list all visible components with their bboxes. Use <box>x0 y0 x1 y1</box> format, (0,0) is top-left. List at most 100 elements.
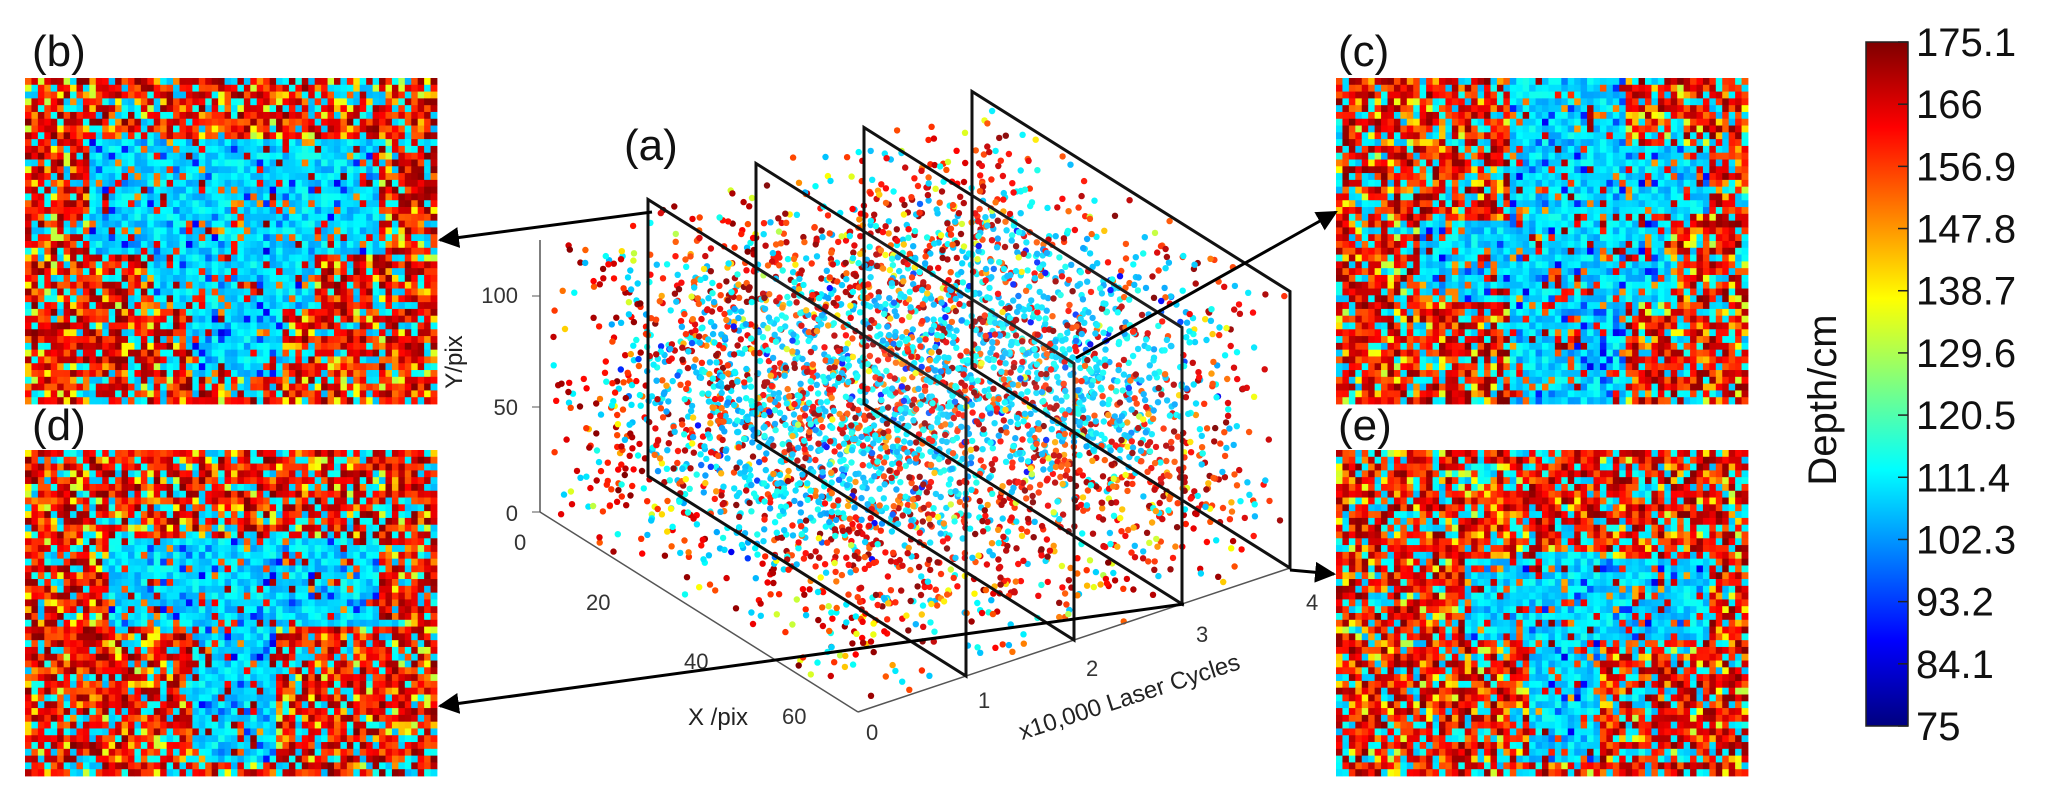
heatmap-cell <box>430 349 438 357</box>
heatmap-cell <box>1516 186 1524 194</box>
heatmap-cell <box>1471 152 1479 160</box>
heatmap-cell <box>134 173 142 181</box>
heatmap-cell <box>1361 84 1369 92</box>
heatmap-cell <box>1587 152 1594 160</box>
heatmap-cell <box>211 207 219 215</box>
heatmap-cell <box>134 268 142 276</box>
heatmap-cell <box>134 356 142 364</box>
heatmap-cell <box>70 295 77 303</box>
heatmap-cell <box>1677 91 1685 99</box>
heatmap-cell <box>1561 247 1569 255</box>
heatmap-cell <box>44 132 52 140</box>
heatmap-cell <box>50 274 58 283</box>
heatmap-cell <box>269 78 277 86</box>
heatmap-cell <box>147 376 155 385</box>
heatmap-cell <box>404 179 412 188</box>
heatmap-cell <box>44 322 52 330</box>
heatmap-cell <box>334 383 341 391</box>
heatmap-cell <box>108 193 116 201</box>
heatmap-cell <box>1426 91 1433 99</box>
heatmap-cell <box>1715 139 1723 147</box>
heatmap-cell <box>1722 118 1730 126</box>
heatmap-cell <box>1439 186 1446 194</box>
heatmap-cell <box>205 241 213 249</box>
heatmap-cell <box>25 234 32 242</box>
heatmap-cell <box>1561 207 1569 215</box>
heatmap-cell <box>1496 254 1504 262</box>
heatmap-cell <box>385 139 393 147</box>
heatmap-cell <box>411 98 419 106</box>
heatmap-cell <box>128 295 135 303</box>
heatmap-cell <box>1477 179 1485 188</box>
heatmap-cell <box>76 84 84 92</box>
heatmap-cell <box>1445 152 1453 160</box>
heatmap-cell <box>108 342 116 351</box>
heatmap-cell <box>1445 200 1453 208</box>
heatmap-cell <box>417 336 425 344</box>
heatmap-cell <box>1625 254 1633 262</box>
heatmap-cell <box>417 261 425 269</box>
heatmap-cell <box>1632 200 1639 208</box>
heatmap-cell <box>1451 173 1459 181</box>
heatmap-cell <box>1677 234 1685 242</box>
heatmap-cell <box>321 376 328 385</box>
heatmap-cell <box>1522 78 1530 86</box>
heatmap-cell <box>115 200 122 208</box>
heatmap-cell <box>198 349 206 357</box>
heatmap-cell <box>121 132 129 140</box>
heatmap-cell <box>417 78 425 86</box>
heatmap-cell <box>417 179 425 188</box>
heatmap-cell <box>1696 159 1704 167</box>
heatmap-cell <box>25 118 32 126</box>
heatmap-cell <box>263 241 271 249</box>
heatmap-cell <box>1439 268 1446 276</box>
heatmap-cell <box>301 349 309 357</box>
heatmap-cell <box>385 295 393 303</box>
heatmap-cell <box>353 173 361 181</box>
heatmap-cell <box>269 376 277 385</box>
heatmap-cell <box>57 268 65 276</box>
heatmap-cell <box>76 193 84 201</box>
heatmap-cell <box>1670 132 1678 140</box>
heatmap-cell <box>398 166 406 174</box>
heatmap-cell <box>282 376 290 385</box>
heatmap-cell <box>282 91 290 99</box>
heatmap-cell <box>366 241 374 249</box>
heatmap-cell <box>1638 220 1646 228</box>
heatmap-cell <box>1580 200 1588 208</box>
heatmap-cell <box>314 132 322 140</box>
heatmap-cell <box>147 268 155 276</box>
heatmap-cell <box>301 315 309 323</box>
heatmap-cell <box>198 315 206 323</box>
heatmap-cell <box>192 98 200 106</box>
heatmap-cell <box>1336 241 1343 249</box>
heatmap-cell <box>1426 84 1433 92</box>
heatmap-cell <box>263 254 271 262</box>
heatmap-cell <box>1529 111 1536 120</box>
heatmap-cell <box>25 78 32 86</box>
heatmap-cell <box>1419 227 1427 235</box>
heatmap-cell <box>385 78 393 86</box>
heatmap-cell <box>102 336 110 344</box>
heatmap-cell <box>173 390 180 398</box>
heatmap-cell <box>250 274 258 283</box>
heatmap-cell <box>424 118 431 126</box>
heatmap-cell <box>1387 84 1395 92</box>
heatmap-cell <box>128 125 135 133</box>
heatmap-cell <box>76 186 84 194</box>
heatmap-cell <box>237 390 245 398</box>
heatmap-cell <box>134 220 142 228</box>
heatmap-cell <box>424 322 431 330</box>
heatmap-cell <box>128 274 135 283</box>
heatmap-cell <box>1715 179 1723 188</box>
heatmap-cell <box>430 383 438 391</box>
heatmap-cell <box>411 349 419 357</box>
heatmap-cell <box>1458 261 1466 269</box>
heatmap-cell <box>1535 152 1543 160</box>
heatmap-cell <box>1439 166 1446 174</box>
heatmap-cell <box>359 376 367 385</box>
heatmap-cell <box>366 152 374 160</box>
heatmap-cell <box>76 220 84 228</box>
heatmap-cell <box>1419 125 1427 133</box>
heatmap-cell <box>353 78 361 86</box>
